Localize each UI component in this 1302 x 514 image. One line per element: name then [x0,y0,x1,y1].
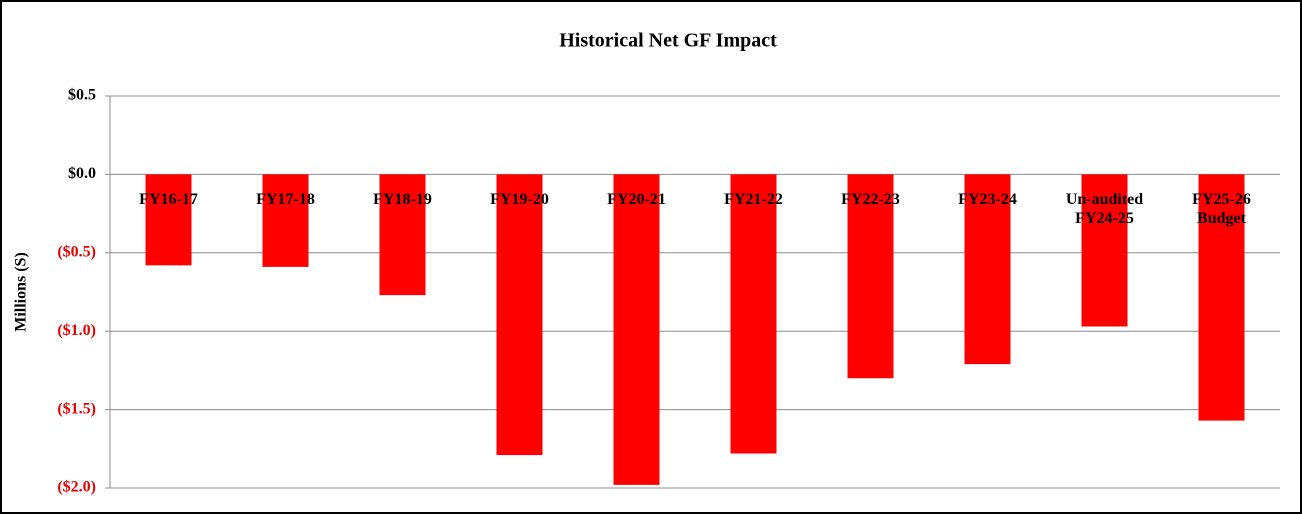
x-tick-label: FY25-26 Budget [1192,191,1251,228]
bar [262,174,309,267]
bar [613,174,660,485]
y-tick-label: ($1.5) [57,400,96,417]
y-tick-label: ($1.0) [57,322,96,339]
x-tick-label: Un-audited FY24-25 [1065,191,1144,228]
bar [1081,174,1128,327]
x-tick-label: FY22-23 [841,191,900,209]
bar [964,174,1011,365]
y-tick-label: $0.0 [68,165,96,182]
bar [145,174,192,266]
y-axis-label: Millions (S) [13,252,30,332]
x-tick-label: FY23-24 [958,191,1017,209]
bar [496,174,543,456]
y-tick-label: ($0.5) [57,243,96,260]
y-tick-label: $0.5 [68,87,96,104]
bar [847,174,894,379]
x-tick-label: FY16-17 [139,191,198,209]
x-tick-label: FY19-20 [490,191,549,209]
x-tick-label: FY20-21 [607,191,666,209]
x-tick-label: FY18-19 [373,191,432,209]
bar [730,174,777,454]
bar [379,174,426,296]
x-tick-label: FY17-18 [256,191,315,209]
chart-title: Historical Net GF Impact [559,30,777,52]
bar [1198,174,1245,421]
x-tick-label: FY21-22 [724,191,783,209]
y-tick-label: ($2.0) [57,479,96,496]
